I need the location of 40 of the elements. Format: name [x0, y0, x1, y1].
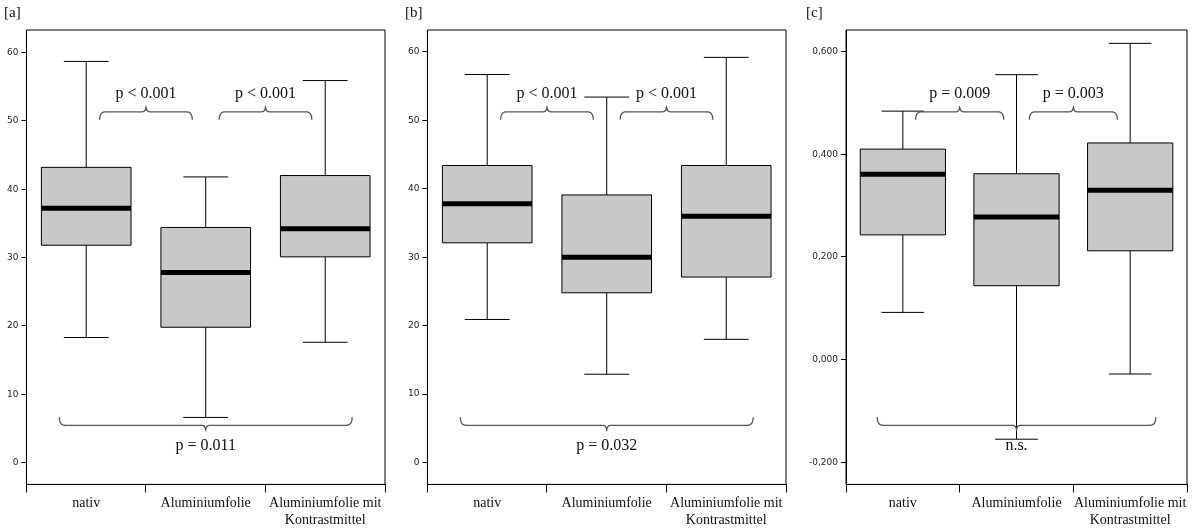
y-tick-label: 30	[7, 251, 19, 262]
y-tick-label: 0,200	[812, 251, 839, 262]
annotation: n.s.	[1005, 435, 1028, 453]
x-tick-label: nativ	[473, 495, 502, 511]
y-tick-label: 10	[408, 388, 420, 399]
x-tick-label: Aluminiumfolie mit Kontrastmittel	[670, 495, 783, 528]
y-tick-label: 0,000	[812, 353, 839, 364]
y-tick-label: 30	[408, 251, 420, 262]
x-tick-label: Aluminiumfolie	[160, 495, 251, 511]
annotation: p = 0.009	[929, 84, 991, 102]
annotation: p = 0.032	[576, 435, 638, 454]
y-tick-label: 10	[7, 388, 19, 399]
y-tick-label: 20	[7, 320, 19, 331]
annotation: p < 0.001	[516, 84, 578, 102]
x-tick-label: Aluminiumfolie	[971, 495, 1062, 511]
y-tick-label: 60	[7, 46, 19, 57]
y-tick-label: 0,400	[812, 148, 839, 159]
annotation: p = 0.003	[1042, 84, 1104, 102]
y-tick-label: 0,600	[812, 45, 839, 56]
y-tick-label: 40	[7, 183, 19, 194]
chart-title: [a]	[4, 3, 21, 20]
x-tick-label: nativ	[72, 495, 101, 511]
chart-title: [c]	[806, 3, 823, 20]
y-tick-label: 20	[408, 319, 420, 330]
y-tick-label: 60	[408, 46, 420, 57]
y-tick-label: 50	[408, 114, 420, 125]
annotation: p < 0.001	[635, 84, 697, 102]
y-tick-label: 40	[408, 183, 420, 194]
y-tick-label: 0	[413, 456, 420, 467]
x-tick-label: Aluminiumfolie mit Kontrastmittel	[1073, 495, 1187, 528]
x-tick-label: Aluminiumfolie	[561, 495, 652, 511]
chart-title: [b]	[405, 3, 423, 20]
y-tick-label: 0	[12, 456, 19, 467]
annotation: p = 0.011	[175, 435, 236, 454]
annotation: p < 0.001	[115, 84, 177, 102]
x-tick-label: Aluminiumfolie mit Kontrastmittel	[269, 495, 382, 528]
x-tick-label: nativ	[888, 495, 917, 511]
y-tick-label: -0,200	[809, 456, 839, 467]
annotation: p < 0.001	[234, 84, 296, 102]
y-tick-label: 50	[7, 115, 19, 126]
